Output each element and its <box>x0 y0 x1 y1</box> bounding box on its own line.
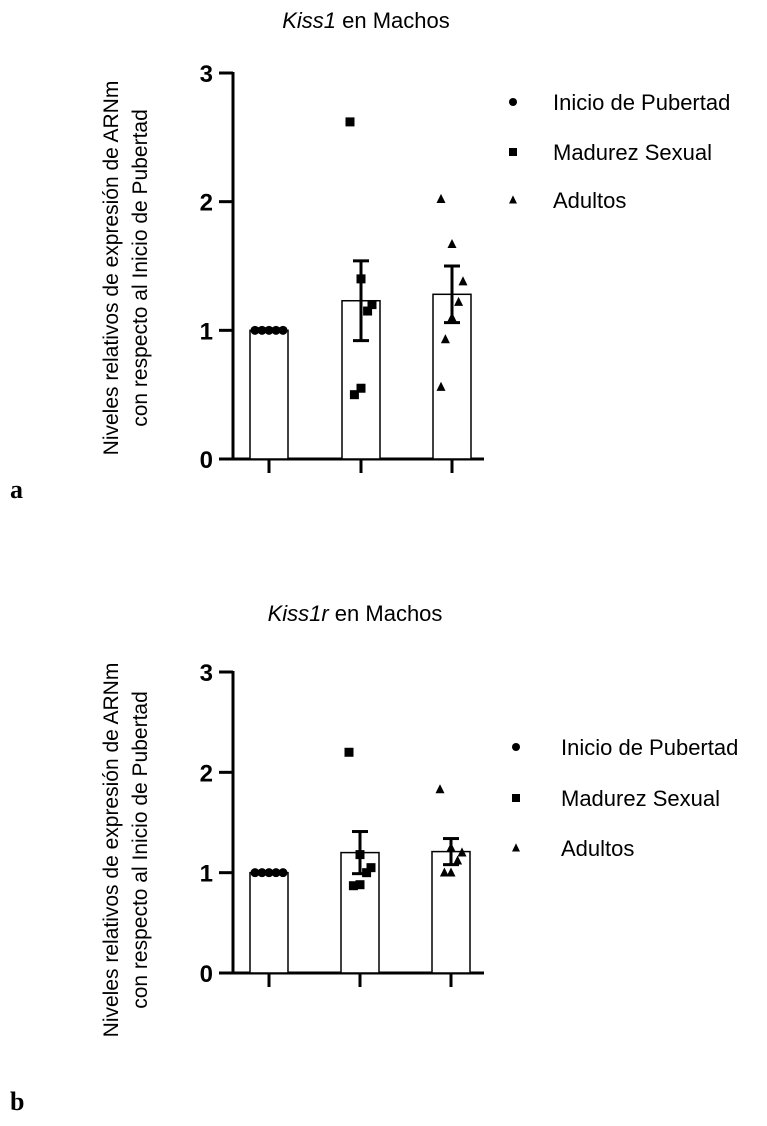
y-tick-label-b-3: 3 <box>200 660 213 687</box>
y-tick-label-a-1: 1 <box>200 318 213 345</box>
data-point-a-1-0 <box>345 117 355 127</box>
data-point-b-2-2 <box>457 847 467 857</box>
y-tick-label-b-2: 2 <box>200 760 213 787</box>
y-tick-label-b-1: 1 <box>200 861 213 888</box>
data-point-b-0-4 <box>278 868 288 878</box>
data-point-b-1-4 <box>355 880 365 890</box>
panel-letter-a: a <box>10 475 23 504</box>
data-point-a-1-3 <box>363 306 373 316</box>
legend-marker-a-1 <box>509 148 517 156</box>
y-axis-label-a-line1: Niveles relativos de expresión de ARNm <box>100 81 123 456</box>
legend-b: Inicio de Pubertad Madurez Sexual Adultos <box>512 735 738 861</box>
data-point-a-0-1 <box>257 325 267 335</box>
data-point-a-2-3 <box>454 296 464 306</box>
y-tick-label-b-0: 0 <box>200 961 213 988</box>
y-tick-label-a-0: 0 <box>200 447 213 474</box>
data-point-b-2-5 <box>439 867 449 877</box>
legend-a: Inicio de Pubertad Madurez Sexual Adultos <box>509 90 730 213</box>
data-point-a-0-0 <box>250 325 260 335</box>
data-point-b-0-0 <box>250 868 260 878</box>
plot-area-a: 0 1 2 3 <box>200 61 484 474</box>
y-axis-label-b-line2: con respecto al Inicio de Pubertad <box>129 691 152 1009</box>
legend-label-a-1: Madurez Sexual <box>553 140 712 165</box>
legend-label-b-1: Madurez Sexual <box>561 786 720 811</box>
data-point-b-2-0 <box>435 784 445 794</box>
data-point-a-1-4 <box>356 383 366 393</box>
y-axis-label-a-line2: con respecto al Inicio de Pubertad <box>129 109 152 427</box>
bar-a-0 <box>249 329 289 460</box>
data-point-a-2-5 <box>440 334 450 344</box>
chart-panel-a: Kiss1 en Machos Niveles relativos de exp… <box>10 8 730 504</box>
legend-marker-a-0 <box>509 98 517 106</box>
panel-letter-b: b <box>10 1087 24 1116</box>
legend-marker-b-1 <box>512 794 520 802</box>
data-point-a-2-0 <box>436 193 446 203</box>
data-point-b-0-1 <box>257 868 267 878</box>
legend-marker-b-2 <box>512 843 520 852</box>
data-point-a-2-6 <box>436 381 446 391</box>
chart-panel-b: Kiss1r en Machos Niveles relativos de ex… <box>10 601 738 1116</box>
legend-label-b-0: Inicio de Pubertad <box>561 735 738 760</box>
y-axis-label-b-line1: Niveles relativos de expresión de ARNm <box>100 663 123 1038</box>
data-point-a-2-2 <box>458 276 468 286</box>
data-point-b-1-0 <box>344 747 354 757</box>
y-tick-label-a-2: 2 <box>200 190 213 217</box>
data-point-a-0-3 <box>271 325 281 335</box>
data-point-a-1-5 <box>349 390 359 400</box>
legend-marker-a-2 <box>509 195 517 204</box>
chart-title-b: Kiss1r en Machos <box>268 601 443 626</box>
data-point-b-2-4 <box>446 867 456 877</box>
plot-area-b: 0 1 2 3 <box>200 660 484 988</box>
data-point-a-0-2 <box>264 325 274 335</box>
data-point-b-1-5 <box>348 881 358 891</box>
chart-title-a: Kiss1 en Machos <box>282 8 450 33</box>
legend-label-a-2: Adultos <box>553 188 626 213</box>
legend-marker-b-0 <box>512 743 520 751</box>
data-point-a-2-1 <box>447 238 457 249</box>
data-point-b-1-2 <box>366 863 376 873</box>
data-point-a-1-2 <box>367 300 377 310</box>
data-point-b-0-2 <box>264 868 274 878</box>
y-tick-label-a-3: 3 <box>200 61 213 88</box>
legend-label-b-2: Adultos <box>561 836 634 861</box>
data-point-a-0-4 <box>278 325 288 335</box>
bar-b-0 <box>249 871 289 974</box>
data-point-b-2-3 <box>453 855 463 865</box>
data-point-b-0-3 <box>271 868 281 878</box>
legend-label-a-0: Inicio de Pubertad <box>553 90 730 115</box>
